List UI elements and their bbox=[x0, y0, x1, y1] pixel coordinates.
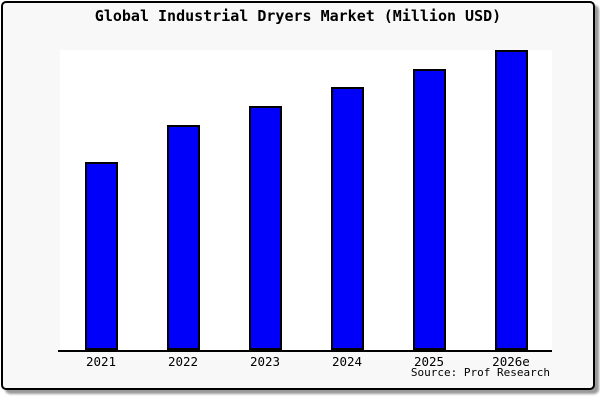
bar-2022 bbox=[166, 125, 200, 350]
x-tick-label-2024: 2024 bbox=[331, 354, 363, 369]
bar-2023 bbox=[248, 105, 282, 350]
plot-area bbox=[60, 50, 552, 350]
x-tick-label-2025: 2025 bbox=[413, 354, 445, 369]
x-axis-line bbox=[58, 350, 552, 352]
x-tick-label-2021: 2021 bbox=[85, 354, 117, 369]
chart-card: Global Industrial Dryers Market (Million… bbox=[1, 1, 595, 390]
bar-2024 bbox=[330, 86, 364, 350]
x-tick-label-2023: 2023 bbox=[249, 354, 281, 369]
bar-2025 bbox=[412, 68, 446, 350]
x-tick-label-2022: 2022 bbox=[167, 354, 199, 369]
bar-2026e bbox=[494, 50, 528, 350]
source-credit: Source: Prof Research bbox=[410, 366, 550, 379]
chart-title: Global Industrial Dryers Market (Million… bbox=[94, 7, 502, 25]
x-tick-label-2026e: 2026e bbox=[492, 354, 530, 369]
bar-2021 bbox=[84, 162, 118, 350]
